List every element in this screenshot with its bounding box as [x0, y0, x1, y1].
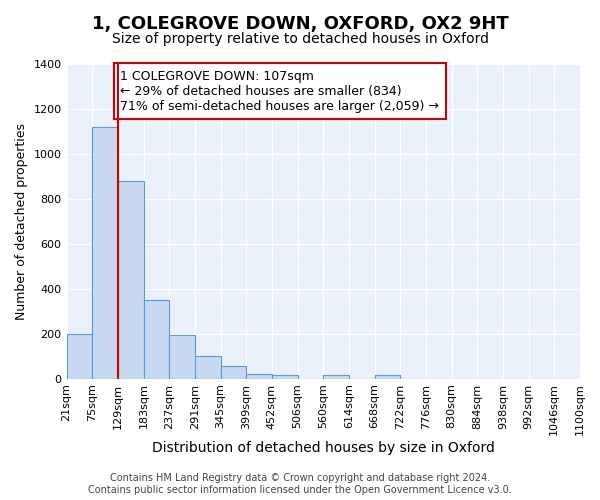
Bar — [67, 334, 92, 378]
Y-axis label: Number of detached properties: Number of detached properties — [15, 123, 28, 320]
Bar — [169, 335, 195, 378]
Text: Size of property relative to detached houses in Oxford: Size of property relative to detached ho… — [112, 32, 488, 46]
Bar — [272, 376, 298, 378]
Bar — [374, 376, 400, 378]
Text: 1 COLEGROVE DOWN: 107sqm
← 29% of detached houses are smaller (834)
71% of semi-: 1 COLEGROVE DOWN: 107sqm ← 29% of detach… — [121, 70, 439, 112]
Bar — [143, 300, 169, 378]
Bar — [118, 181, 143, 378]
Bar — [92, 127, 118, 378]
Bar — [323, 376, 349, 378]
Text: Contains HM Land Registry data © Crown copyright and database right 2024.
Contai: Contains HM Land Registry data © Crown c… — [88, 474, 512, 495]
X-axis label: Distribution of detached houses by size in Oxford: Distribution of detached houses by size … — [152, 441, 495, 455]
Bar — [195, 356, 221, 378]
Bar — [221, 366, 246, 378]
Text: 1, COLEGROVE DOWN, OXFORD, OX2 9HT: 1, COLEGROVE DOWN, OXFORD, OX2 9HT — [92, 15, 508, 33]
Bar — [246, 374, 272, 378]
